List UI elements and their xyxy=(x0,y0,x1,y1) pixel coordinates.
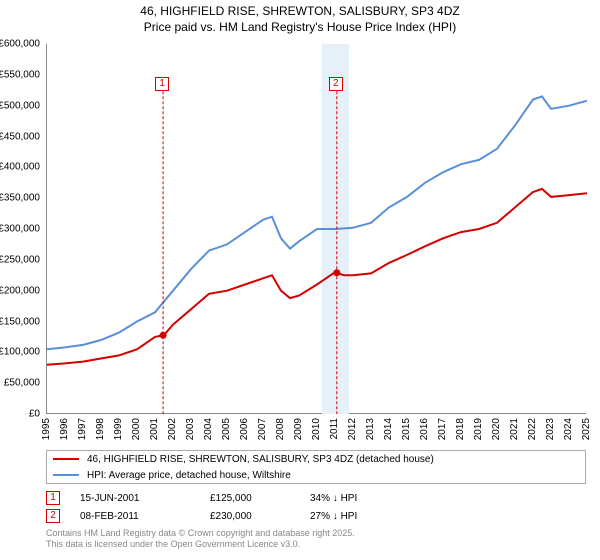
x-tick-label: 1999 xyxy=(113,418,124,440)
chart-area: £0£50,000£100,000£150,000£200,000£250,00… xyxy=(46,44,586,414)
footer-line2: This data is licensed under the Open Gov… xyxy=(46,539,300,549)
y-tick-label: £100,000 xyxy=(0,347,40,358)
legend-label-property: 46, HIGHFIELD RISE, SHREWTON, SALISBURY,… xyxy=(87,454,434,465)
x-tick-label: 2010 xyxy=(311,418,322,440)
y-tick-label: £200,000 xyxy=(0,285,40,296)
x-tick-label: 2015 xyxy=(401,418,412,440)
x-tick-label: 2012 xyxy=(347,418,358,440)
sales-table: 1 15-JUN-2001 £125,000 34% ↓ HPI 2 08-FE… xyxy=(46,490,410,526)
y-tick-label: £350,000 xyxy=(0,193,40,204)
legend-label-hpi: HPI: Average price, detached house, Wilt… xyxy=(87,470,291,481)
x-tick-label: 2025 xyxy=(581,418,592,440)
y-tick-label: £400,000 xyxy=(0,162,40,173)
sale-marker-1-icon: 1 xyxy=(46,491,60,505)
y-tick-label: £50,000 xyxy=(4,378,40,389)
sale-delta-2: 27% ↓ HPI xyxy=(310,511,410,522)
x-tick-label: 2018 xyxy=(455,418,466,440)
x-tick-label: 2019 xyxy=(473,418,484,440)
y-tick-label: £250,000 xyxy=(0,254,40,265)
x-tick-label: 2002 xyxy=(167,418,178,440)
x-tick-label: 2011 xyxy=(329,418,340,440)
x-tick-label: 2021 xyxy=(509,418,520,440)
y-tick-label: £600,000 xyxy=(0,39,40,50)
sale-date-1: 15-JUN-2001 xyxy=(80,493,210,504)
sale-marker-dot xyxy=(160,332,167,339)
sale-marker-box: 1 xyxy=(155,77,169,91)
x-tick-label: 1998 xyxy=(95,418,106,440)
x-tick-label: 2009 xyxy=(293,418,304,440)
x-tick-label: 2005 xyxy=(221,418,232,440)
sale-marker-dot xyxy=(333,269,340,276)
sale-date-2: 08-FEB-2011 xyxy=(80,511,210,522)
x-tick-label: 2013 xyxy=(365,418,376,440)
title-line1: 46, HIGHFIELD RISE, SHREWTON, SALISBURY,… xyxy=(140,4,459,18)
sales-row-1: 1 15-JUN-2001 £125,000 34% ↓ HPI xyxy=(46,490,410,506)
y-tick-label: £150,000 xyxy=(0,316,40,327)
y-tick-label: £500,000 xyxy=(0,100,40,111)
legend-row-hpi: HPI: Average price, detached house, Wilt… xyxy=(47,467,585,483)
series-line-property xyxy=(47,189,587,365)
x-tick-label: 2007 xyxy=(257,418,268,440)
y-tick-label: £0 xyxy=(29,409,40,420)
legend-swatch-hpi xyxy=(53,474,79,476)
legend-swatch-property xyxy=(53,458,79,460)
x-tick-label: 2001 xyxy=(149,418,160,440)
series-line-hpi xyxy=(47,96,587,349)
x-tick-label: 2017 xyxy=(437,418,448,440)
sale-delta-1: 34% ↓ HPI xyxy=(310,493,410,504)
chart-container: 46, HIGHFIELD RISE, SHREWTON, SALISBURY,… xyxy=(0,0,600,560)
sale-price-1: £125,000 xyxy=(210,493,310,504)
sales-row-2: 2 08-FEB-2011 £230,000 27% ↓ HPI xyxy=(46,508,410,524)
x-tick-label: 1996 xyxy=(59,418,70,440)
title-line2: Price paid vs. HM Land Registry's House … xyxy=(144,20,456,34)
x-tick-label: 2024 xyxy=(563,418,574,440)
x-tick-label: 2020 xyxy=(491,418,502,440)
x-tick-label: 2003 xyxy=(185,418,196,440)
y-tick-label: £550,000 xyxy=(0,69,40,80)
y-tick-label: £300,000 xyxy=(0,224,40,235)
y-tick-label: £450,000 xyxy=(0,131,40,142)
sale-price-2: £230,000 xyxy=(210,511,310,522)
x-tick-label: 2006 xyxy=(239,418,250,440)
chart-title: 46, HIGHFIELD RISE, SHREWTON, SALISBURY,… xyxy=(0,0,600,35)
sale-marker-box: 2 xyxy=(329,77,343,91)
plot-svg xyxy=(47,44,587,414)
sale-marker-2-icon: 2 xyxy=(46,509,60,523)
footer-line1: Contains HM Land Registry data © Crown c… xyxy=(46,528,355,538)
footer-attribution: Contains HM Land Registry data © Crown c… xyxy=(46,528,355,551)
x-tick-label: 2022 xyxy=(527,418,538,440)
plot-box xyxy=(46,44,586,414)
legend: 46, HIGHFIELD RISE, SHREWTON, SALISBURY,… xyxy=(46,450,586,484)
x-tick-label: 2016 xyxy=(419,418,430,440)
legend-row-property: 46, HIGHFIELD RISE, SHREWTON, SALISBURY,… xyxy=(47,451,585,467)
x-tick-label: 2000 xyxy=(131,418,142,440)
x-tick-label: 2004 xyxy=(203,418,214,440)
x-tick-label: 2008 xyxy=(275,418,286,440)
x-tick-label: 1995 xyxy=(41,418,52,440)
x-tick-label: 2014 xyxy=(383,418,394,440)
x-tick-label: 1997 xyxy=(77,418,88,440)
x-tick-label: 2023 xyxy=(545,418,556,440)
